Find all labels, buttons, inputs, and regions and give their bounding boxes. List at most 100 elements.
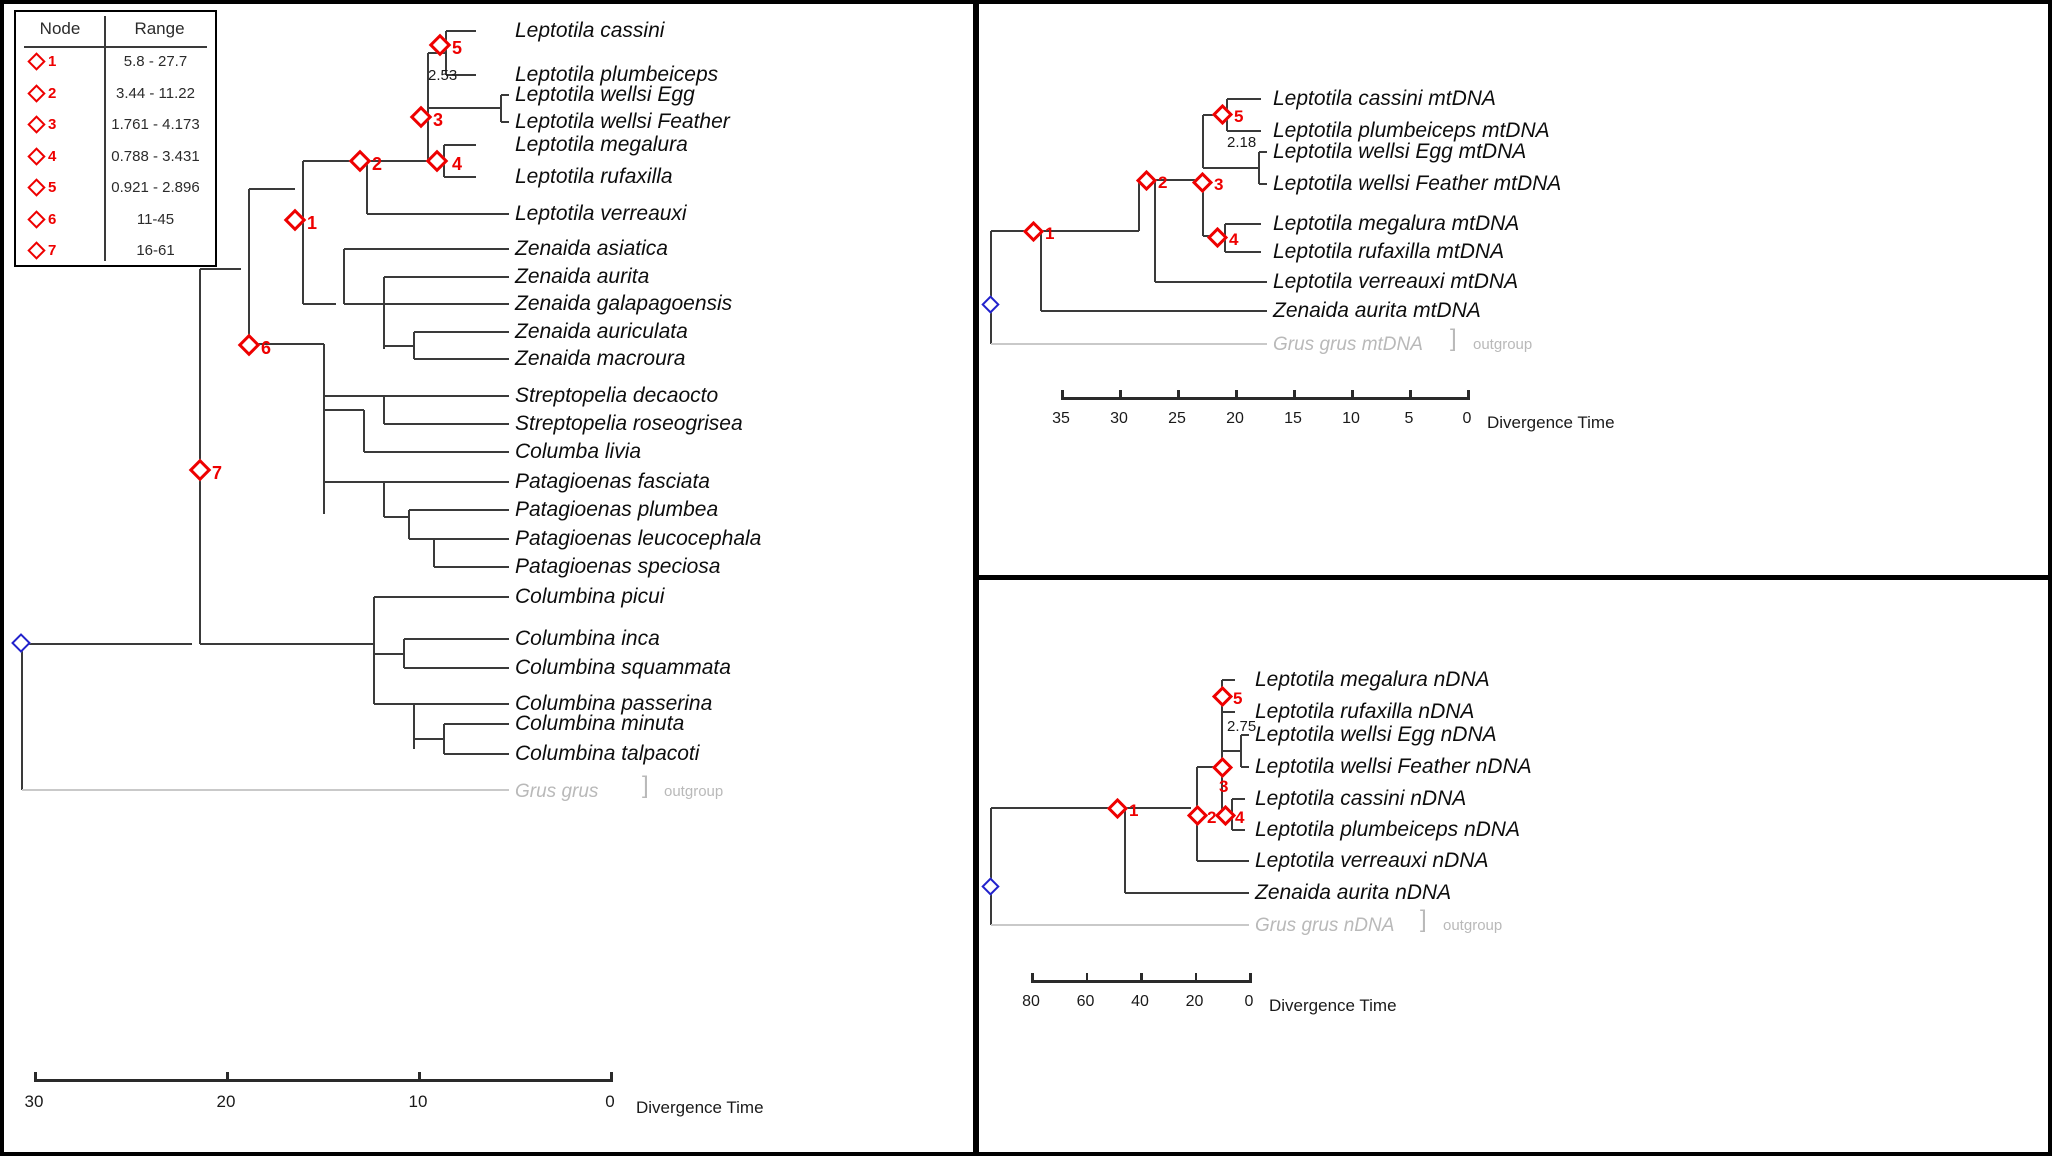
node-calibration-legend: Node Range 1 5.8 - 27.7 2 3.44 - 11.22 3 1.76… — [14, 10, 217, 267]
taxon-label-combined: Columbina passerina — [515, 692, 713, 716]
taxon-label-combined: Columbina talpacoti — [515, 742, 700, 766]
taxon-label-combined: Streptopelia decaocto — [515, 384, 719, 408]
taxon-label-ndna: Leptotila megalura nDNA — [1255, 668, 1490, 692]
axis-tick — [1235, 390, 1238, 400]
taxon-label-combined: Columbina squammata — [515, 656, 731, 680]
axis-tick — [1119, 390, 1122, 400]
mtdna-tree-branches — [990, 98, 1267, 345]
axis-tick — [34, 1072, 37, 1082]
node-label-4-mtdna: 4 — [1229, 230, 1239, 249]
ndna-tree-branches — [990, 679, 1249, 926]
axis-tick-label: 15 — [1284, 410, 1302, 427]
axis-tick-label: 20 — [216, 1092, 236, 1111]
taxon-label-combined: Leptotila rufaxilla — [515, 165, 673, 189]
legend-row: 5 0.921 - 2.896 — [16, 172, 215, 204]
legend-node-cell: 5 — [16, 178, 104, 197]
taxon-label-mtdna: Leptotila wellsi Feather mtDNA — [1273, 172, 1562, 196]
taxon-label-combined: Patagioenas leucocephala — [515, 527, 762, 551]
axis-tick-label: 10 — [1342, 410, 1360, 427]
axis-tick-label: 35 — [1052, 410, 1070, 427]
axis-tick-label: 30 — [24, 1092, 44, 1111]
axis-tick — [1085, 973, 1088, 983]
axis-tick — [418, 1072, 421, 1082]
taxon-label-combined: Columba livia — [515, 440, 642, 464]
taxon-label-ndna: Zenaida aurita nDNA — [1255, 881, 1452, 905]
legend-header-row: Node Range — [16, 12, 215, 46]
branch-length-label-mtdna: 2.18 — [1227, 134, 1257, 151]
panel-ndna-tree: 1 2 3 4 5 2.75 Leptotila megalura nDNA Le… — [976, 580, 2052, 1156]
outgroup-label-mtdna: outgroup — [1473, 336, 1533, 353]
axis-tick-label: 30 — [1110, 410, 1128, 427]
axis-title-ndna: Divergence Time — [1269, 996, 1397, 1015]
legend-row: 7 16-61 — [16, 235, 215, 267]
legend-row: 6 11-45 — [16, 204, 215, 236]
axis-tick-label: 5 — [1404, 410, 1414, 427]
taxon-label-ndna: Leptotila verreauxi nDNA — [1255, 849, 1489, 873]
axis-tick-label: 25 — [1168, 410, 1186, 427]
taxon-label-combined: Leptotila wellsi Egg — [515, 83, 695, 107]
outgroup-bracket-combined: ] — [642, 772, 649, 799]
node-label-2-mtdna: 2 — [1158, 173, 1168, 192]
axis-tick — [226, 1072, 229, 1082]
legend-node-cell: 7 — [16, 241, 104, 260]
legend-node-number: 3 — [48, 116, 57, 134]
axis-tick-label: 10 — [408, 1092, 428, 1111]
legend-range-cell: 11-45 — [136, 210, 175, 228]
taxon-label-ndna: Leptotila rufaxilla nDNA — [1255, 700, 1475, 724]
axis-tick — [1177, 390, 1180, 400]
outgroup-taxon-ndna: Grus grus nDNA — [1255, 915, 1395, 936]
axis-tick-label: 80 — [1022, 993, 1040, 1010]
taxon-label-combined: Patagioenas speciosa — [515, 555, 721, 579]
legend-node-number: 7 — [48, 242, 57, 260]
node-label-5-ndna: 5 — [1233, 689, 1243, 708]
axis-tick-label: 0 — [605, 1092, 615, 1111]
taxon-label-combined: Columbina minuta — [515, 712, 685, 736]
node-label-3-combined: 3 — [433, 110, 444, 130]
axis-tick-label: 0 — [1462, 410, 1472, 427]
combined-tree-branches — [20, 29, 509, 792]
legend-horizontal-divider — [24, 46, 207, 48]
legend-node-number: 5 — [48, 179, 57, 197]
node-label-4-ndna: 4 — [1235, 808, 1245, 827]
legend-node-number: 1 — [48, 53, 57, 71]
axis-tick — [1351, 390, 1354, 400]
legend-range-cell: 0.921 - 2.896 — [111, 179, 200, 197]
taxon-label-mtdna: Zenaida aurita mtDNA — [1273, 299, 1481, 323]
axis-tick — [1061, 390, 1064, 400]
axis-tick — [1140, 973, 1143, 983]
taxon-label-combined: Leptotila wellsi Feather — [515, 110, 730, 134]
taxon-label-mtdna: Leptotila rufaxilla mtDNA — [1273, 240, 1505, 264]
panel-combined-tree: Node Range 1 5.8 - 27.7 2 3.44 - 11.22 3 1.76… — [0, 0, 976, 1156]
node-label-3-mtdna: 3 — [1214, 175, 1224, 194]
legend-node-number: 4 — [48, 147, 57, 165]
node-label-7-combined: 7 — [212, 463, 223, 483]
node-label-4-combined: 4 — [452, 154, 463, 174]
axis-tick — [1467, 390, 1470, 400]
taxon-label-mtdna: Leptotila cassini mtDNA — [1273, 87, 1496, 111]
legend-node-cell: 2 — [16, 84, 104, 103]
axis-tick-label: 20 — [1226, 410, 1244, 427]
axis-line-mtdna — [1061, 397, 1467, 400]
legend-node-number: 2 — [48, 84, 57, 102]
legend-header-node: Node — [39, 19, 81, 38]
legend-vertical-divider — [104, 16, 106, 261]
node-label-5-combined: 5 — [452, 38, 463, 58]
legend-node-cell: 1 — [16, 52, 104, 71]
legend-range-cell: 0.788 - 3.431 — [111, 147, 200, 165]
outgroup-bracket-mtdna: ] — [1450, 325, 1457, 352]
legend-rows: 1 5.8 - 27.7 2 3.44 - 11.22 3 1.761 - 4.173 4 0… — [16, 46, 215, 267]
taxon-label-combined: Patagioenas plumbea — [515, 498, 719, 522]
axis-tick — [1249, 973, 1252, 983]
taxon-label-combined: Columbina picui — [515, 585, 665, 609]
taxon-label-mtdna: Leptotila megalura mtDNA — [1273, 212, 1520, 236]
taxon-label-mtdna: Leptotila verreauxi mtDNA — [1273, 270, 1519, 294]
taxon-label-mtdna: Leptotila wellsi Egg mtDNA — [1273, 140, 1527, 164]
outgroup-taxon-mtdna: Grus grus mtDNA — [1273, 334, 1423, 355]
node-diamond-icon — [27, 241, 46, 260]
axis-tick — [610, 1072, 613, 1082]
node-label-2-ndna: 2 — [1207, 808, 1217, 827]
branch-length-label-combined: 2.53 — [428, 67, 458, 84]
taxon-label-ndna: Leptotila plumbeiceps nDNA — [1255, 818, 1520, 842]
node-label-1-mtdna: 1 — [1045, 224, 1055, 243]
legend-row: 2 3.44 - 11.22 — [16, 78, 215, 110]
